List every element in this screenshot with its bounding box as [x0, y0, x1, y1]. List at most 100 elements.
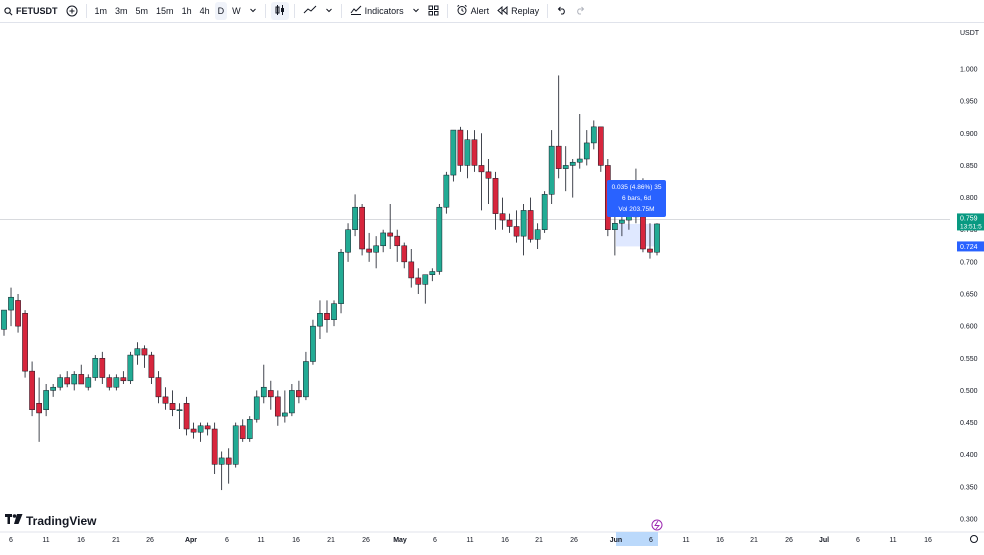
price-tick-label: 0.550 [960, 356, 978, 363]
candle-body [8, 296, 14, 311]
candle-body [50, 386, 57, 391]
settings-gear-icon [970, 535, 978, 543]
indicators-icon [350, 5, 362, 17]
measure-tooltip: 0.035 (4.86%) 35 6 bars, 6d Vol 203.75M [607, 180, 666, 217]
time-tick-label: 6 [9, 537, 13, 544]
price-tick-label: 0.450 [960, 420, 978, 427]
interval-5m[interactable]: 5m [135, 6, 149, 16]
tradingview-logo-icon [5, 514, 23, 528]
candle-body [527, 210, 534, 240]
candle-body [366, 248, 372, 253]
time-tick-label: 6 [225, 537, 229, 544]
toolbar-divider [446, 4, 448, 18]
time-tick-label: May [393, 537, 407, 544]
candle-body [120, 377, 127, 382]
indicators-dropdown[interactable] [409, 2, 423, 20]
tradingview-logo[interactable]: TradingView [5, 514, 96, 528]
chart-area[interactable]: USDT 1.000 0.950 0.900 0.850 0.800 0.750 0.700 0… [0, 22, 984, 555]
lightning-icon [651, 519, 663, 531]
compare-symbol-button[interactable] [63, 2, 81, 20]
price-tick-label: 0.950 [960, 99, 978, 106]
symbol-search-button[interactable]: FETUSDT [1, 2, 61, 20]
time-tick-label: 26 [146, 537, 154, 544]
candle-body [106, 377, 113, 388]
countdown-label: 13:51:5 [960, 223, 982, 230]
candle-body [71, 374, 78, 385]
replay-button[interactable]: Replay [494, 2, 542, 20]
price-tick-label: 1.000 [960, 67, 978, 74]
time-tick-label: 11 [257, 537, 264, 544]
chevron-down-icon [412, 6, 420, 16]
interval-15m[interactable]: 15m [156, 6, 174, 16]
candle-body [148, 354, 155, 378]
candle-body [267, 390, 274, 398]
measure-change: 0.035 (4.86%) 35 [611, 184, 662, 191]
candle-body [548, 145, 555, 195]
price-tick-label: 0.500 [960, 388, 978, 395]
candle-body [99, 358, 106, 378]
candle-body [22, 313, 28, 372]
candle-body [612, 223, 618, 230]
interval-1h[interactable]: 1h [181, 6, 192, 16]
price-tick-label: 0.850 [960, 163, 978, 170]
candle-body [619, 219, 625, 224]
alert-label: Alert [470, 6, 490, 16]
interval-3m[interactable]: 3m [115, 6, 128, 16]
candle-body [211, 428, 218, 465]
lightning-bolt-icon [654, 520, 660, 530]
candle-body [43, 390, 49, 410]
toolbar-divider [547, 4, 549, 18]
interval-w[interactable]: W [232, 6, 241, 16]
candle-body [583, 142, 590, 160]
line-tools-button[interactable] [300, 2, 320, 20]
candle-body [113, 377, 120, 388]
measure-price-label: 0.724 [960, 244, 978, 251]
time-tick-label: 6 [856, 537, 860, 544]
candle-body [640, 216, 646, 250]
layouts-button[interactable] [425, 2, 442, 20]
time-tick-label: Jun [610, 537, 622, 544]
indicators-button[interactable]: Indicators [347, 2, 407, 20]
candle-body [253, 396, 260, 420]
time-tick-label: 21 [535, 537, 543, 544]
candle-body [345, 229, 351, 253]
interval-4h[interactable]: 4h [199, 6, 210, 16]
candle-body [408, 261, 415, 279]
candle-body [324, 313, 330, 320]
toolbar-divider [85, 4, 87, 18]
price-tick-label: 0.650 [960, 292, 978, 299]
candle-body [415, 277, 422, 285]
candle-body [387, 232, 394, 237]
time-tick-label: 6 [433, 537, 437, 544]
candles-chart-type-button[interactable] [270, 2, 289, 20]
redo-button[interactable] [572, 2, 589, 20]
interval-dropdown[interactable] [246, 2, 260, 20]
candle-body [303, 361, 309, 398]
line-tools-dropdown[interactable] [322, 2, 336, 20]
time-tick-label: 16 [77, 537, 85, 544]
time-tick-label: 16 [924, 537, 932, 544]
indicators-label: Indicators [364, 6, 404, 16]
alert-button[interactable]: Alert [453, 2, 493, 20]
candle-body [169, 403, 176, 410]
candle-body [654, 223, 660, 253]
candlestick-chart[interactable]: USDT 1.000 0.950 0.900 0.850 0.800 0.750 0.700 0… [0, 22, 984, 555]
interval-d[interactable]: D [214, 2, 228, 20]
candle-body [162, 396, 169, 404]
time-tick-label: 11 [682, 537, 689, 544]
candle-body [218, 457, 225, 465]
chevron-down-icon [325, 6, 333, 16]
line-chart-icon [303, 5, 317, 17]
interval-1m[interactable]: 1m [94, 6, 108, 16]
undo-button[interactable] [553, 2, 570, 20]
candle-body [92, 358, 99, 378]
time-tick-label: Jul [819, 537, 829, 544]
candle-body [394, 235, 401, 247]
undo-icon [556, 6, 567, 17]
redo-icon [575, 6, 586, 17]
time-tick-label: 21 [750, 537, 758, 544]
toolbar-divider [340, 4, 342, 18]
candle-body [225, 457, 232, 465]
toolbar-divider [264, 4, 266, 18]
candle-body [380, 232, 387, 247]
